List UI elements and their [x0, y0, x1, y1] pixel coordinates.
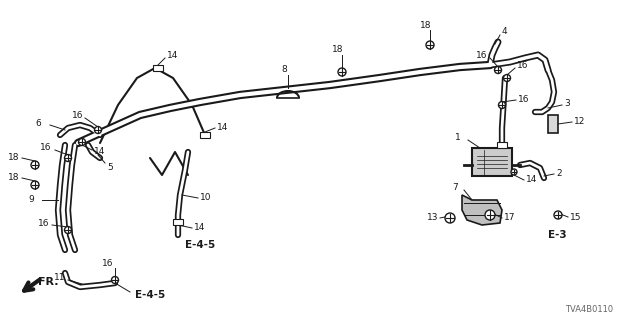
Text: 6: 6	[35, 118, 41, 127]
Text: 15: 15	[570, 212, 582, 221]
Text: 4: 4	[502, 28, 508, 36]
Circle shape	[31, 181, 39, 189]
Text: 8: 8	[281, 66, 287, 75]
Circle shape	[65, 227, 72, 234]
Text: 11: 11	[54, 274, 65, 283]
Text: 18: 18	[332, 45, 344, 54]
Text: 18: 18	[8, 154, 19, 163]
Circle shape	[111, 276, 118, 284]
Text: 18: 18	[420, 21, 432, 30]
Text: 17: 17	[504, 213, 515, 222]
Text: 2: 2	[556, 170, 562, 179]
Text: 10: 10	[200, 194, 211, 203]
Circle shape	[445, 213, 455, 223]
Text: 9: 9	[28, 196, 34, 204]
Circle shape	[338, 68, 346, 76]
Circle shape	[95, 126, 102, 133]
Bar	[153, 65, 163, 71]
Text: 16: 16	[476, 51, 488, 60]
Circle shape	[495, 67, 502, 74]
Text: 16: 16	[72, 110, 83, 119]
Text: 18: 18	[8, 173, 19, 182]
Text: TVA4B0110: TVA4B0110	[565, 306, 613, 315]
Text: 14: 14	[94, 148, 106, 156]
Text: 13: 13	[427, 213, 438, 222]
Circle shape	[554, 211, 562, 219]
Polygon shape	[462, 195, 502, 225]
Text: E-3: E-3	[548, 230, 566, 240]
Text: 16: 16	[517, 60, 529, 69]
Circle shape	[511, 169, 517, 175]
Bar	[173, 219, 183, 225]
Text: 14: 14	[217, 123, 228, 132]
Text: 16: 16	[40, 143, 51, 153]
Text: FR.: FR.	[38, 277, 58, 287]
Text: 3: 3	[564, 100, 570, 108]
Text: 16: 16	[38, 219, 49, 228]
Bar	[548, 115, 558, 133]
Text: 12: 12	[574, 116, 586, 125]
Circle shape	[504, 75, 511, 82]
Circle shape	[65, 155, 72, 162]
Text: 1: 1	[455, 133, 461, 142]
Circle shape	[485, 210, 495, 220]
Bar	[472, 148, 512, 176]
Text: 14: 14	[194, 223, 205, 233]
Text: 5: 5	[107, 163, 113, 172]
Circle shape	[31, 161, 39, 169]
Text: E-4-5: E-4-5	[185, 240, 215, 250]
Text: 16: 16	[518, 94, 529, 103]
Text: 16: 16	[102, 259, 114, 268]
Bar	[497, 142, 507, 148]
Circle shape	[499, 101, 506, 108]
Bar	[200, 132, 210, 138]
Text: E-4-5: E-4-5	[135, 290, 165, 300]
Text: 7: 7	[452, 182, 458, 191]
Circle shape	[79, 139, 86, 146]
Text: 14: 14	[526, 175, 538, 185]
Text: 14: 14	[167, 51, 179, 60]
Circle shape	[426, 41, 434, 49]
